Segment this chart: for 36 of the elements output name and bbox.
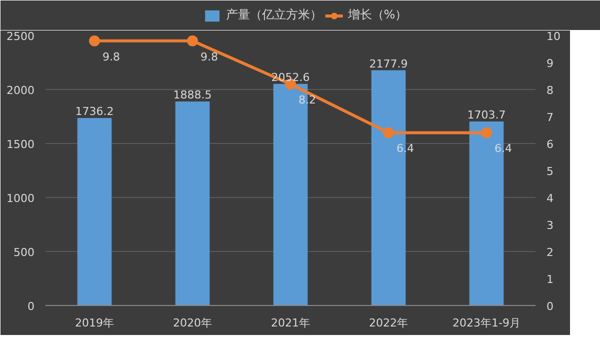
y2-tick-label: 6 xyxy=(546,138,554,151)
y-tick-label: 500 xyxy=(14,246,35,259)
y-tick-label: 2500 xyxy=(6,30,35,43)
data-label: 9.8 xyxy=(102,50,120,64)
y-tick-label: 0 xyxy=(28,300,34,313)
x-tick-label: 2021年 xyxy=(271,316,310,330)
point xyxy=(383,127,394,138)
data-label: 1888.5 xyxy=(173,88,212,102)
y-tick-label: 2000 xyxy=(6,84,35,97)
y2-tick-label: 10 xyxy=(546,30,560,43)
point xyxy=(481,127,492,138)
point xyxy=(187,36,198,46)
y2-tick-label: 8 xyxy=(546,84,554,97)
y2-tick-label: 9 xyxy=(546,57,554,70)
data-label: 2177.9 xyxy=(369,57,408,70)
y-tick-label: 1000 xyxy=(6,192,35,205)
y2-tick-label: 1 xyxy=(546,273,554,286)
x-tick-label: 2022年 xyxy=(369,316,408,330)
data-label: 1736.2 xyxy=(75,104,114,118)
x-tick-label: 2019年 xyxy=(75,316,114,330)
y2-tick-label: 3 xyxy=(546,219,554,232)
data-label: 1703.7 xyxy=(467,108,506,122)
y2-tick-label: 2 xyxy=(546,246,554,259)
bar xyxy=(77,118,112,306)
y-tick-label: 1500 xyxy=(6,138,35,151)
bar xyxy=(175,102,210,306)
legend-label: 增长（%） xyxy=(348,6,408,24)
y2-tick-label: 5 xyxy=(546,165,554,178)
data-label: 9.8 xyxy=(200,50,218,64)
y2-tick-label: 7 xyxy=(546,111,554,124)
legend-label: 产量（亿立方米） xyxy=(226,6,322,24)
y2-tick-label: 0 xyxy=(546,300,554,313)
x-tick-label: 2023年1-9月 xyxy=(452,316,520,330)
x-tick-label: 2020年 xyxy=(173,316,212,330)
y2-tick-label: 4 xyxy=(546,192,554,205)
point xyxy=(89,36,100,46)
